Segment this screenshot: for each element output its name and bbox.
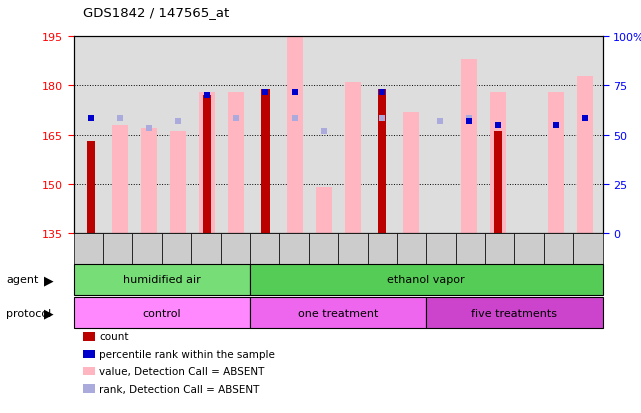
Bar [490,93,506,233]
Text: five treatments: five treatments [471,308,558,318]
Text: value, Detection Call = ABSENT: value, Detection Call = ABSENT [99,366,265,376]
Bar [577,76,593,233]
Bar [315,188,331,233]
Text: agent: agent [6,275,39,285]
Bar [287,37,303,233]
Bar [378,90,386,233]
Text: protocol: protocol [6,308,52,318]
Bar [548,93,564,233]
Bar [203,96,212,233]
Text: GDS1842 / 147565_at: GDS1842 / 147565_at [83,6,229,19]
Text: count: count [99,332,129,342]
Text: rank, Detection Call = ABSENT: rank, Detection Call = ABSENT [99,384,260,394]
Bar [345,83,361,233]
Text: ▶: ▶ [44,273,53,286]
Text: control: control [142,308,181,318]
Bar [112,126,128,233]
Bar [199,93,215,233]
Bar [403,112,419,233]
Bar [262,90,270,233]
Bar [494,132,502,233]
Text: ethanol vapor: ethanol vapor [387,275,465,285]
Bar [171,132,187,233]
Text: ▶: ▶ [44,306,53,319]
Bar [87,142,96,233]
Text: percentile rank within the sample: percentile rank within the sample [99,349,275,359]
Bar [228,93,244,233]
Text: humidified air: humidified air [123,275,201,285]
Text: one treatment: one treatment [298,308,378,318]
Bar [141,129,157,233]
Bar [461,60,477,233]
